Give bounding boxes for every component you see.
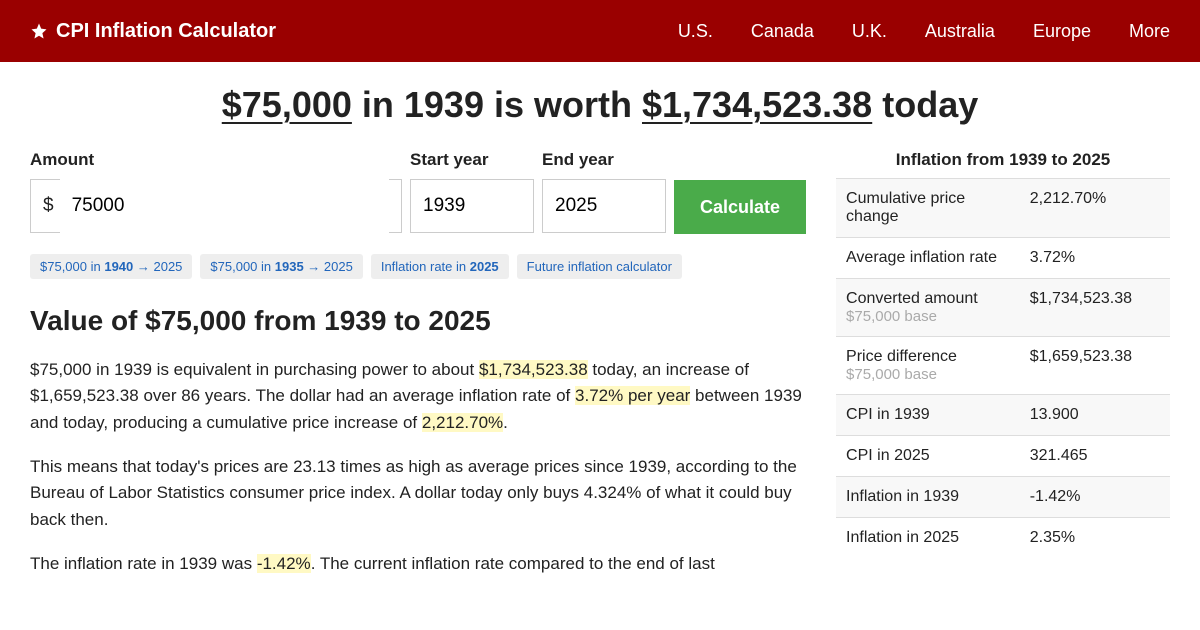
summary-row: Price difference$75,000 base$1,659,523.3…: [836, 337, 1170, 395]
brand-text: CPI Inflation Calculator: [56, 20, 276, 43]
summary-label: Cumulative price change: [836, 179, 1020, 238]
paragraph: This means that today's prices are 23.13…: [30, 454, 806, 533]
summary-row: Inflation in 1939-1.42%: [836, 477, 1170, 518]
summary-sidebar: Inflation from 1939 to 2025 Cumulative p…: [836, 150, 1170, 595]
summary-label: Converted amount$75,000 base: [836, 279, 1020, 337]
headline-result: $1,734,523.38: [642, 84, 872, 125]
star-icon: [30, 22, 48, 40]
nav-us[interactable]: U.S.: [678, 21, 713, 42]
summary-value: 3.72%: [1020, 238, 1170, 279]
amount-input[interactable]: [60, 179, 389, 233]
summary-label: Average inflation rate: [836, 238, 1020, 279]
headline-amount: $75,000: [222, 84, 352, 125]
summary-value: 13.900: [1020, 395, 1170, 436]
brand[interactable]: CPI Inflation Calculator: [30, 20, 276, 43]
summary-row: Average inflation rate3.72%: [836, 238, 1170, 279]
start-year-input[interactable]: [410, 179, 534, 233]
nav-europe[interactable]: Europe: [1033, 21, 1091, 42]
calculator-form: Amount $ Start year End year Calculate: [30, 150, 806, 234]
site-header: CPI Inflation Calculator U.S. Canada U.K…: [0, 0, 1200, 62]
summary-row: Converted amount$75,000 base$1,734,523.3…: [836, 279, 1170, 337]
quick-link[interactable]: $75,000 in 1935 → 2025: [200, 254, 362, 279]
summary-label: CPI in 2025: [836, 436, 1020, 477]
nav-uk[interactable]: U.K.: [852, 21, 887, 42]
quick-link[interactable]: Inflation rate in 2025: [371, 254, 509, 279]
summary-row: Cumulative price change2,212.70%: [836, 179, 1170, 238]
end-year-input[interactable]: [542, 179, 666, 233]
amount-label: Amount: [30, 150, 402, 170]
summary-label: CPI in 1939: [836, 395, 1020, 436]
currency-symbol: $: [43, 195, 54, 217]
summary-title: Inflation from 1939 to 2025: [836, 150, 1170, 178]
calculate-button[interactable]: Calculate: [674, 180, 806, 234]
nav-more[interactable]: More: [1129, 21, 1170, 42]
end-year-label: End year: [542, 150, 666, 170]
main-column: Amount $ Start year End year Calculate $…: [30, 150, 806, 595]
quick-link[interactable]: $75,000 in 1940 → 2025: [30, 254, 192, 279]
summary-label: Price difference$75,000 base: [836, 337, 1020, 395]
summary-sublabel: $75,000 base: [846, 308, 1010, 325]
paragraph: The inflation rate in 1939 was -1.42%. T…: [30, 551, 806, 577]
nav-australia[interactable]: Australia: [925, 21, 995, 42]
summary-value: $1,659,523.38: [1020, 337, 1170, 395]
summary-row: CPI in 193913.900: [836, 395, 1170, 436]
page-headline: $75,000 in 1939 is worth $1,734,523.38 t…: [0, 84, 1200, 126]
quick-links: $75,000 in 1940 → 2025 $75,000 in 1935 →…: [30, 254, 806, 279]
summary-value: 2.35%: [1020, 518, 1170, 559]
paragraph: $75,000 in 1939 is equivalent in purchas…: [30, 357, 806, 436]
section-heading: Value of $75,000 from 1939 to 2025: [30, 305, 806, 337]
summary-row: CPI in 2025321.465: [836, 436, 1170, 477]
summary-sublabel: $75,000 base: [846, 366, 1010, 383]
summary-value: 2,212.70%: [1020, 179, 1170, 238]
summary-row: Inflation in 20252.35%: [836, 518, 1170, 559]
summary-label: Inflation in 1939: [836, 477, 1020, 518]
summary-value: -1.42%: [1020, 477, 1170, 518]
top-nav: U.S. Canada U.K. Australia Europe More: [678, 21, 1170, 42]
amount-input-wrap[interactable]: $: [30, 179, 402, 233]
summary-value: $1,734,523.38: [1020, 279, 1170, 337]
nav-canada[interactable]: Canada: [751, 21, 814, 42]
quick-link[interactable]: Future inflation calculator: [517, 254, 682, 279]
summary-table: Cumulative price change2,212.70%Average …: [836, 178, 1170, 558]
summary-value: 321.465: [1020, 436, 1170, 477]
start-year-label: Start year: [410, 150, 534, 170]
summary-label: Inflation in 2025: [836, 518, 1020, 559]
